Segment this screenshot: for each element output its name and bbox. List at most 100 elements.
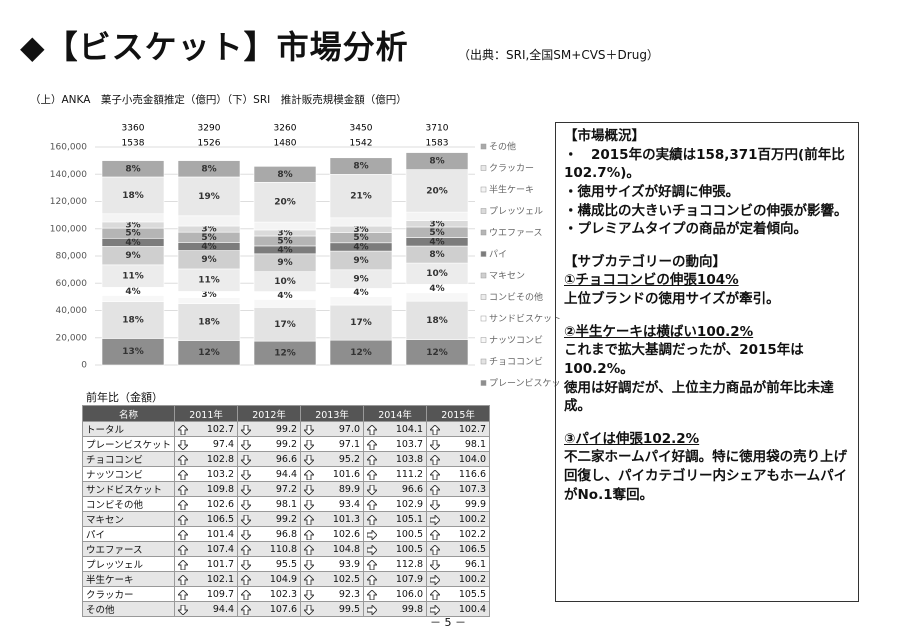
row-name: チョココンビ <box>81 451 176 467</box>
trend-arrow-shape <box>241 454 252 465</box>
table-header-row: 名称 2011年 2012年 2013年 2014年 2015年 <box>81 405 491 422</box>
segment-label: 4% <box>429 237 444 247</box>
segment-label: 8% <box>353 162 368 172</box>
bar-top-label: 1542 <box>350 139 373 149</box>
page-title: ◆【ビスケット】市場分析 <box>20 28 409 66</box>
trend-arrow <box>367 604 378 615</box>
table-cell: 102.6 <box>174 496 239 512</box>
legend-swatch <box>480 251 487 257</box>
trend-arrow-shape <box>178 424 189 435</box>
trend-arrow-shape <box>241 544 252 555</box>
cell-value: 102.8 <box>206 453 235 465</box>
cell-value: 110.8 <box>269 543 298 555</box>
trend-arrow-shape <box>367 514 378 525</box>
table-cell: 111.2 <box>363 466 428 482</box>
table-cell: 99.2 <box>237 436 302 452</box>
cell-value: 106.5 <box>458 543 487 555</box>
topic-line: 不二家ホームパイ好調。特に徳用袋の売り上げ回復し、パイカテゴリー内シェアもホーム… <box>564 449 848 503</box>
trend-arrow <box>367 529 378 540</box>
cell-value: 104.0 <box>458 453 487 465</box>
segment-label: 4% <box>125 238 140 248</box>
trend-arrow <box>430 559 441 570</box>
y-tick-label: 40,000 <box>56 306 88 316</box>
trend-arrow-shape <box>367 454 378 465</box>
trend-arrow-shape <box>367 559 378 570</box>
segment-label: 4% <box>353 242 368 252</box>
trend-arrow <box>178 529 189 540</box>
cell-value: 94.4 <box>275 468 298 480</box>
trend-arrow-shape <box>304 514 315 525</box>
row-name: 半生ケーキ <box>81 571 176 587</box>
cell-value: 102.6 <box>332 528 361 540</box>
legend-label: コンビその他 <box>489 291 543 303</box>
legend-label: プレーンビスケット <box>489 378 560 389</box>
cell-value: 107.4 <box>206 543 235 555</box>
table-cell: 102.9 <box>363 496 428 512</box>
table-cell: 110.8 <box>237 541 302 557</box>
cell-value: 109.8 <box>206 483 235 495</box>
legend-swatch <box>480 165 487 171</box>
trend-arrow-shape <box>304 559 315 570</box>
cell-value: 95.5 <box>275 558 298 570</box>
cell-value: 96.1 <box>464 558 487 570</box>
table-cell: 104.9 <box>237 571 302 587</box>
y-tick-label: 140,000 <box>50 170 87 180</box>
trend-arrow <box>241 454 252 465</box>
table-cell: 93.9 <box>300 556 365 572</box>
segment-label: 11% <box>198 276 220 286</box>
cell-value: 100.4 <box>458 603 487 615</box>
table-cell: 99.9 <box>426 496 491 512</box>
trend-arrow <box>367 454 378 465</box>
cell-value: 99.2 <box>275 438 298 450</box>
table-row: パイ 101.4 96.8 102.6 100.5 102.2 <box>81 526 491 542</box>
trend-arrow <box>430 604 441 615</box>
trend-arrow <box>178 544 189 555</box>
table-cell: 103.8 <box>363 451 428 467</box>
bar-segment <box>253 181 317 223</box>
trend-arrow-shape <box>178 574 189 585</box>
table-cell: 102.8 <box>174 451 239 467</box>
bar-top-label: 3290 <box>198 124 221 134</box>
trend-arrow-shape <box>367 574 378 585</box>
cell-value: 105.1 <box>395 513 424 525</box>
legend-label: クラッカー <box>489 163 534 174</box>
trend-arrow-shape <box>304 484 315 495</box>
trend-arrow-shape <box>178 499 189 510</box>
cell-value: 97.2 <box>275 483 298 495</box>
table-header-cell: 2015年 <box>426 405 491 422</box>
cell-value: 99.8 <box>401 603 424 615</box>
trend-arrow-shape <box>304 574 315 585</box>
segment-label: 8% <box>277 170 292 180</box>
bar-segment <box>405 300 469 340</box>
segment-label: 3% <box>353 225 368 235</box>
trend-arrow-shape <box>241 514 252 525</box>
cell-value: 92.3 <box>338 588 361 600</box>
segment-label: 5% <box>277 236 292 246</box>
table-cell: 116.6 <box>426 466 491 482</box>
cell-value: 109.7 <box>206 588 235 600</box>
trend-arrow <box>178 604 189 615</box>
bar-top-label: 3260 <box>274 124 297 134</box>
cell-value: 93.4 <box>338 498 361 510</box>
trend-arrow-shape <box>178 529 189 540</box>
bar-segment <box>177 303 241 341</box>
trend-arrow-shape <box>367 529 378 540</box>
trend-arrow <box>304 514 315 525</box>
table-row: その他 94.4 107.6 99.5 99.8 100.4 <box>81 601 491 617</box>
trend-arrow-shape <box>178 484 189 495</box>
bar-top-label: 1538 <box>122 139 145 149</box>
legend-swatch <box>480 143 487 150</box>
trend-arrow <box>367 589 378 600</box>
table-row: チョココンビ 102.8 96.6 95.2 103.8 104.0 <box>81 451 491 467</box>
trend-arrow-shape <box>304 604 315 615</box>
segment-label: 18% <box>198 318 220 328</box>
trend-arrow <box>241 469 252 480</box>
bar-segment <box>177 215 241 227</box>
bar-top-label: 3710 <box>426 124 449 134</box>
cell-value: 99.5 <box>338 603 361 615</box>
table-header-cell: 2013年 <box>300 405 365 422</box>
topic-line: 徳用は好調だが、上位主力商品が前年比未達成。 <box>564 379 834 415</box>
table-cell: 96.8 <box>237 526 302 542</box>
cell-value: 111.2 <box>395 468 424 480</box>
